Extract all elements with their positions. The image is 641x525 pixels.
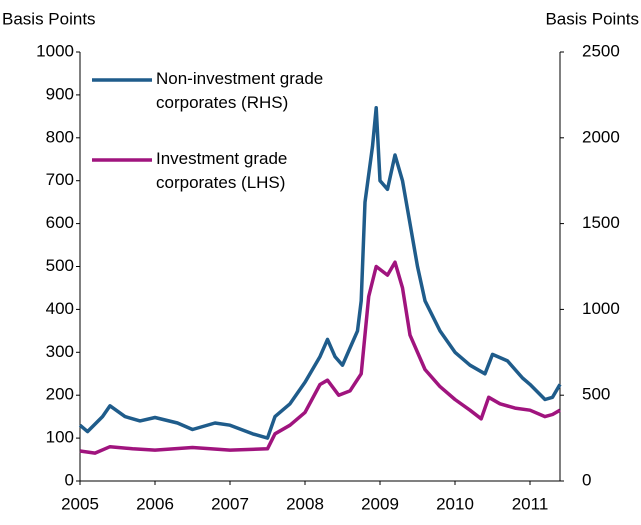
x-tick-label: 2008 (286, 494, 324, 513)
y-tick-label: 200 (46, 385, 74, 404)
x-tick-label: 2011 (512, 494, 549, 513)
y2-axis-label: Basis Points (545, 9, 639, 28)
y2-tick-label: 2500 (582, 41, 620, 60)
y2-tick-label: 0 (582, 470, 591, 489)
legend-label: Investment grade corporates (LHS) (156, 149, 287, 192)
y2-tick-label: 2000 (582, 127, 620, 146)
series-line (78, 106, 562, 440)
y-tick-label: 300 (46, 342, 74, 361)
y2-tick-label: 1500 (582, 213, 620, 232)
y-tick-label: 600 (46, 213, 74, 232)
y-tick-label: 100 (46, 428, 74, 447)
series-line (79, 260, 561, 455)
x-tick-label: 2006 (136, 494, 174, 513)
y2-tick-label: 1000 (582, 299, 620, 318)
y-tick-label: 800 (46, 127, 74, 146)
y-tick-label: 500 (46, 256, 74, 275)
y-axis-label: Basis Points (2, 9, 96, 28)
x-tick-label: 2007 (211, 494, 249, 513)
y-tick-label: 0 (65, 470, 74, 489)
y-tick-label: 700 (46, 170, 74, 189)
y-tick-label: 400 (46, 299, 74, 318)
x-tick-label: 2009 (361, 494, 399, 513)
y-tick-label: 1000 (36, 41, 74, 60)
y-tick-label: 900 (46, 84, 74, 103)
legend-label: Non-investment grade corporates (RHS) (156, 69, 323, 112)
x-tick-label: 2005 (61, 494, 99, 513)
y2-tick-label: 500 (582, 385, 610, 404)
x-tick-label: 2010 (436, 494, 474, 513)
